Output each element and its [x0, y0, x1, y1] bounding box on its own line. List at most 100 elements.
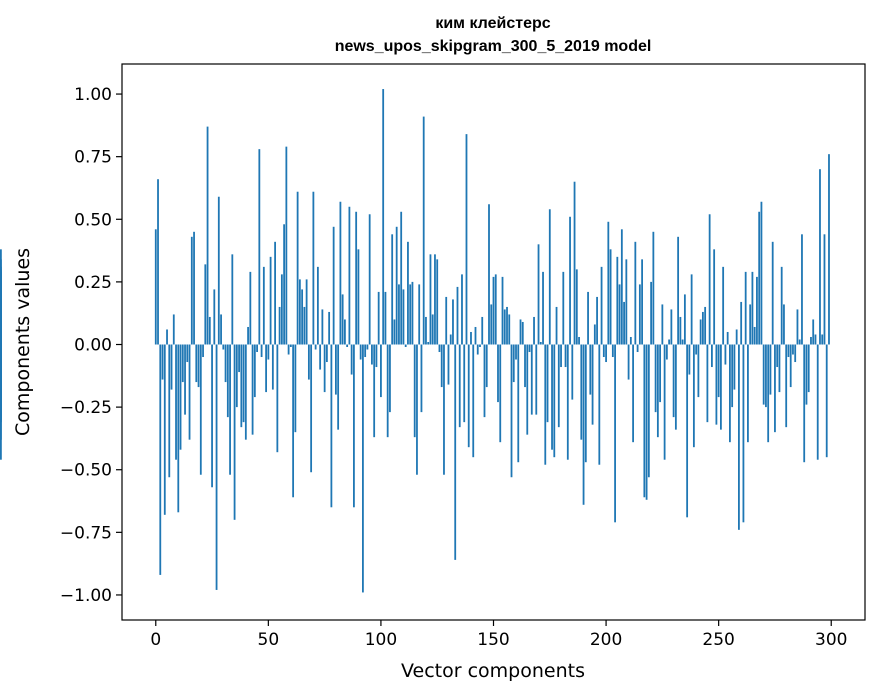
- bar-282: [789, 344, 792, 388]
- bar-75: [323, 344, 326, 393]
- bar-16: [190, 236, 193, 345]
- y-tick-label: −0.25: [60, 398, 112, 418]
- bar-211: [629, 336, 632, 345]
- bar-171: [539, 342, 542, 345]
- bar-197: [598, 344, 601, 465]
- bar-266: [753, 326, 756, 345]
- bar-135: [458, 344, 461, 428]
- bar-179: [557, 344, 560, 428]
- bar-117: [418, 284, 421, 345]
- bar-60: [289, 344, 292, 347]
- bar-19: [197, 344, 200, 388]
- bar-15: [188, 344, 191, 440]
- bar-279: [783, 304, 785, 345]
- bar-289: [805, 344, 808, 405]
- bar-20: [199, 344, 202, 475]
- bar-156: [506, 306, 508, 345]
- bar-267: [756, 276, 758, 345]
- bar-157: [508, 314, 511, 345]
- bar-262: [744, 271, 747, 345]
- bar-217: [643, 344, 646, 498]
- bar-8: [172, 314, 175, 345]
- bar-228: [668, 339, 671, 345]
- bar-244: [704, 306, 707, 345]
- bar-62: [294, 344, 297, 433]
- bar-180: [560, 344, 562, 368]
- bar-97: [373, 344, 376, 438]
- bar-112: [407, 241, 409, 345]
- bar-233: [679, 316, 682, 345]
- bar-265: [751, 271, 754, 345]
- bar-148: [488, 204, 490, 345]
- bar-232: [677, 236, 680, 345]
- y-tick-label: 0.50: [74, 210, 112, 230]
- bar-113: [409, 284, 412, 345]
- bar-234: [681, 339, 684, 345]
- bar-142: [474, 326, 477, 345]
- bar-88: [353, 344, 355, 508]
- chart-title-line2: news_upos_skipgram_300_5_2019 model: [335, 38, 652, 55]
- bar-184: [569, 216, 571, 345]
- bar-24: [208, 316, 211, 345]
- y-axis-ticks: 1.00 0.75 0.50 0.25 0.00 −0.25 −0.50 −0.75 −1.00: [60, 85, 122, 606]
- bar-181: [562, 271, 565, 345]
- y-axis-label: Components values: [12, 248, 34, 436]
- bar-271: [765, 344, 767, 408]
- bar-5: [166, 329, 168, 345]
- bar-169: [535, 344, 538, 415]
- bar-49: [265, 344, 267, 393]
- bar-264: [749, 304, 752, 345]
- bar-174: [546, 344, 549, 423]
- bar-67: [305, 279, 308, 345]
- bar-198: [600, 266, 603, 345]
- bar-103: [386, 344, 389, 438]
- bar-126: [438, 344, 441, 353]
- bar-298: [825, 344, 828, 458]
- bar-160: [515, 344, 517, 360]
- bar-145: [481, 316, 484, 345]
- bar-151: [494, 274, 497, 345]
- bar-246: [708, 214, 711, 345]
- bar-120: [425, 316, 427, 345]
- bar-251: [720, 344, 722, 430]
- bar-235: [683, 294, 686, 345]
- bar-80: [334, 344, 337, 395]
- bar-280: [785, 344, 788, 428]
- bar-185: [571, 344, 574, 400]
- bar-18: [195, 344, 198, 383]
- bar-256: [731, 344, 734, 408]
- bar-236: [686, 344, 689, 518]
- bar-191: [584, 344, 587, 463]
- bar-143: [476, 344, 479, 355]
- bar-100: [380, 344, 382, 398]
- bar-164: [524, 344, 526, 388]
- bar-177: [553, 344, 556, 458]
- bar-291: [810, 336, 812, 345]
- y-tick-label: 0.75: [74, 148, 112, 168]
- bar-199: [602, 344, 605, 358]
- bar-150: [492, 276, 495, 345]
- bar-241: [697, 344, 700, 398]
- bar-204: [614, 344, 616, 523]
- bar-215: [638, 284, 641, 345]
- bar-31: [224, 344, 227, 383]
- bar-299: [828, 154, 830, 345]
- bar-105: [391, 234, 394, 345]
- bar-1: [157, 179, 159, 345]
- bar-146: [483, 344, 486, 418]
- bar-269: [760, 201, 763, 345]
- bar-23: [206, 126, 209, 345]
- bar-53: [274, 241, 276, 345]
- bar-13: [184, 344, 186, 415]
- bar-66: [303, 306, 306, 345]
- y-tick-label: −1.00: [60, 586, 112, 606]
- bar-293: [814, 334, 817, 345]
- bar-69: [310, 344, 313, 473]
- bar-134: [456, 286, 459, 345]
- bar-161: [517, 344, 520, 463]
- bar-89: [355, 211, 358, 345]
- bar-132: [452, 299, 454, 345]
- bar-245: [706, 344, 709, 423]
- y-tick-label: −0.50: [60, 461, 112, 481]
- bar-33: [229, 344, 231, 475]
